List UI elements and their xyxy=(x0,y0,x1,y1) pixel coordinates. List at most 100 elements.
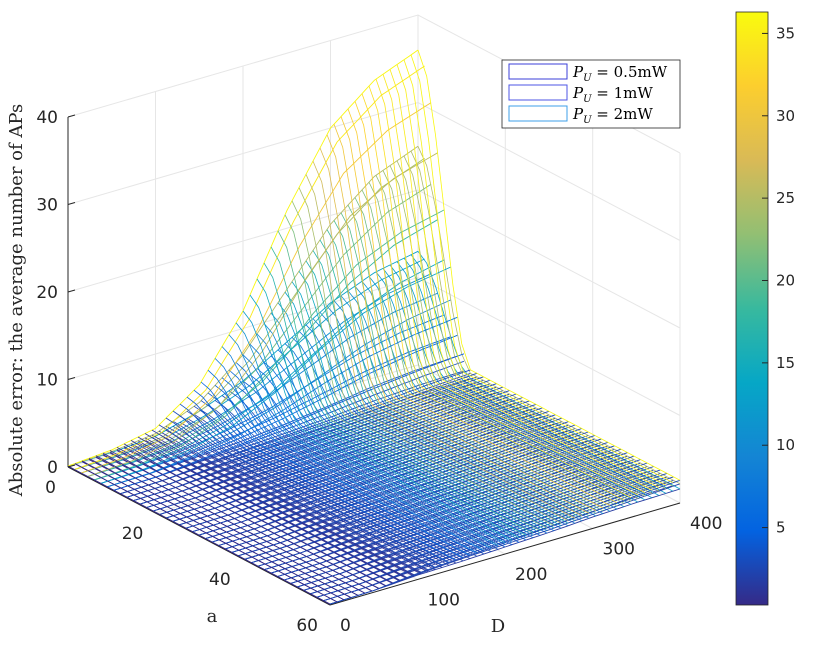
colorbar-tick-label: 20 xyxy=(776,271,795,289)
mesh-line-d xyxy=(312,318,576,524)
mesh-line-d xyxy=(207,369,471,556)
d-axis-line xyxy=(329,502,681,606)
mesh-line-d xyxy=(144,433,408,578)
d-tick-label: 400 xyxy=(690,514,722,534)
mesh-line-d xyxy=(263,262,527,536)
mesh-line-d xyxy=(102,452,366,594)
z-tick-label: 40 xyxy=(36,108,58,128)
mesh-line-d xyxy=(200,381,464,558)
mesh-line-d xyxy=(298,187,562,524)
grid-line-a xyxy=(155,61,506,514)
z-tick-label: 10 xyxy=(36,371,58,391)
mesh-line-d xyxy=(277,230,541,531)
mesh-line-d xyxy=(347,108,611,506)
z-tick-label: 20 xyxy=(36,283,58,303)
mesh-line-d xyxy=(172,420,436,569)
a-tick-label: 60 xyxy=(296,616,318,636)
z-tick-label: 30 xyxy=(36,196,58,216)
mesh-line-d xyxy=(228,334,492,548)
colorbar-tick-label: 30 xyxy=(776,107,795,125)
mesh-line-d xyxy=(158,424,422,573)
legend-swatch xyxy=(508,105,568,122)
mesh-line-d xyxy=(333,124,597,511)
z-tick-label: 0 xyxy=(47,458,58,478)
colorbar: 5 10 15 20 25 30 35 xyxy=(735,11,795,606)
y-axis-label: D xyxy=(491,616,505,637)
mesh-line-d xyxy=(74,463,338,603)
a-axis-line xyxy=(67,466,331,606)
z-tick-mark xyxy=(67,377,76,380)
mesh-line-d xyxy=(305,174,569,521)
z-tick-mark xyxy=(67,114,76,118)
surface-mesh xyxy=(67,49,681,605)
mesh-line-d xyxy=(165,425,429,571)
mesh-line-d xyxy=(151,429,415,576)
mesh-line-d xyxy=(284,343,548,534)
mesh-line-d xyxy=(116,446,380,589)
mesh-line-d xyxy=(151,434,415,576)
mesh-line-d xyxy=(249,374,513,546)
mesh-line-d xyxy=(88,457,352,598)
mesh-line-d xyxy=(417,49,681,481)
legend-entry-label: PU = 2mW xyxy=(572,105,653,126)
mesh-line-d xyxy=(130,440,394,584)
mesh-line-d xyxy=(361,93,625,501)
mesh-line-d xyxy=(270,246,534,534)
mesh-line-d xyxy=(277,349,541,536)
z-axis-label: Absolute error: the average number of AP… xyxy=(6,104,27,497)
mesh-line-d xyxy=(67,465,331,605)
mesh-line-d xyxy=(186,410,450,564)
colorbar-gradient xyxy=(735,11,769,606)
colorbar-tick-label: 35 xyxy=(776,24,795,42)
mesh-line-d xyxy=(354,101,618,504)
mesh-line-d xyxy=(389,69,653,491)
mesh-line-d xyxy=(291,281,555,529)
surface-meshes xyxy=(67,49,681,605)
mesh-line-d xyxy=(340,116,604,509)
mesh-line-a xyxy=(113,353,465,491)
mesh-line-d xyxy=(214,384,478,555)
mesh-line-d xyxy=(312,160,576,519)
mesh-line-d xyxy=(137,440,401,582)
a-tick-label: 20 xyxy=(122,524,144,544)
mesh-line-d xyxy=(396,64,660,488)
legend-swatch xyxy=(508,63,568,80)
mesh-line-d xyxy=(284,291,548,531)
mesh-line-d xyxy=(137,436,401,581)
mesh-line-d xyxy=(326,134,590,514)
mesh-line-d xyxy=(403,59,667,486)
mesh-line-d xyxy=(249,294,513,541)
d-tick-label: 0 xyxy=(340,616,351,636)
mesh-line-d xyxy=(158,430,422,574)
mesh-line-d xyxy=(410,54,674,484)
mesh-line-d xyxy=(305,324,569,527)
mesh-line-d xyxy=(319,312,583,522)
mesh-line-d xyxy=(221,346,485,551)
mesh-line-d xyxy=(256,368,520,543)
mesh-line-d xyxy=(193,405,457,562)
mesh-line-d xyxy=(165,429,429,573)
mesh-line-d xyxy=(319,147,583,516)
mesh-line-a xyxy=(74,65,425,471)
mesh-line-d xyxy=(186,396,450,563)
mesh-line-d xyxy=(214,358,478,553)
legend-swatch xyxy=(508,84,568,101)
legend-entry-label: PU = 1mW xyxy=(572,84,653,105)
mesh-line-d xyxy=(179,415,443,566)
colorbar-tick-label: 10 xyxy=(776,436,795,454)
mesh-line-d xyxy=(179,403,443,566)
d-tick-label: 200 xyxy=(515,565,547,585)
a-tick-label: 0 xyxy=(45,478,56,498)
mesh-line-d xyxy=(291,200,555,526)
mesh-line-d xyxy=(123,443,387,587)
z-tick-mark xyxy=(67,289,76,293)
mesh-line-d xyxy=(396,261,660,496)
mesh-line-d xyxy=(193,389,457,561)
mesh-line-d xyxy=(263,361,527,541)
mesh-line-d xyxy=(242,380,506,548)
colorbar-tick-label: 5 xyxy=(776,519,786,537)
mesh-line-d xyxy=(382,74,646,493)
d-tick-label: 300 xyxy=(603,540,635,560)
mesh-line-d xyxy=(109,450,373,592)
